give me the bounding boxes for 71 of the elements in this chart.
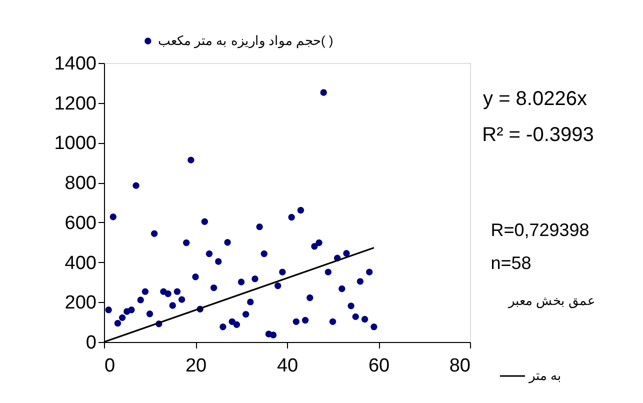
- point: [352, 313, 359, 320]
- point: [174, 288, 181, 295]
- point: [324, 268, 332, 276]
- y-tick-label: 1200: [54, 93, 96, 114]
- text: عمق بخش معبر: [507, 293, 596, 309]
- x-tick-label: 40: [276, 356, 298, 376]
- point: [274, 282, 282, 290]
- point: [137, 296, 144, 304]
- point: [252, 275, 258, 282]
- y-tick-label: 600: [64, 212, 96, 234]
- point: [150, 230, 158, 237]
- point: [306, 294, 314, 302]
- legend-label: به متر: [528, 368, 562, 384]
- point: [118, 314, 126, 322]
- x-tick-label: 60: [368, 356, 390, 376]
- point: [192, 273, 199, 280]
- point: [320, 89, 327, 96]
- point: [370, 324, 378, 330]
- x-tick-label: 20: [185, 356, 207, 376]
- y-tick-label: 1000: [54, 133, 96, 154]
- point: [206, 250, 213, 258]
- legend-label: حجم مواد واریزه به متر مکعب( ): [158, 33, 334, 49]
- point: [146, 310, 154, 318]
- point: [311, 242, 318, 250]
- point: [233, 321, 240, 328]
- point: [279, 268, 286, 276]
- point: [348, 302, 354, 310]
- y-tick-label: 1400: [54, 54, 96, 74]
- y-tick-label: 0: [86, 332, 96, 354]
- point: [164, 290, 172, 298]
- y-tick-label: 400: [64, 252, 96, 274]
- point: [178, 296, 186, 303]
- point: [366, 268, 373, 276]
- point: [292, 318, 300, 326]
- point: [215, 258, 222, 265]
- text: n=58: [490, 253, 532, 273]
- point: [210, 284, 218, 292]
- point: [338, 285, 346, 292]
- point: [238, 278, 245, 286]
- text: R=0,729398: [490, 220, 590, 240]
- point: [224, 239, 231, 246]
- point: [201, 218, 208, 225]
- x-tick-label: 80: [449, 356, 470, 376]
- point: [316, 239, 322, 246]
- point: [242, 310, 250, 318]
- point: [256, 223, 263, 230]
- point: [188, 156, 194, 164]
- point: [297, 206, 304, 214]
- x-tick-label: 0: [104, 356, 116, 376]
- point: [132, 182, 140, 189]
- point: [142, 288, 149, 295]
- point: [343, 250, 350, 257]
- point: [114, 320, 122, 327]
- point: [361, 316, 368, 323]
- point: [270, 332, 277, 338]
- text: R² = -0.3993: [482, 124, 594, 146]
- point: [220, 324, 226, 330]
- y-tick-label: 800: [64, 173, 96, 194]
- point: [105, 306, 112, 314]
- point: [288, 214, 295, 221]
- y-tick-label: 200: [64, 292, 96, 314]
- point: [182, 239, 190, 246]
- point: [110, 214, 117, 220]
- point: [247, 298, 254, 306]
- point: [169, 302, 176, 309]
- point: [329, 318, 336, 326]
- point: [260, 250, 268, 258]
- point: [302, 316, 309, 324]
- text: y = 8.0226x: [483, 88, 587, 110]
- point: [356, 278, 364, 285]
- point: [128, 306, 135, 314]
